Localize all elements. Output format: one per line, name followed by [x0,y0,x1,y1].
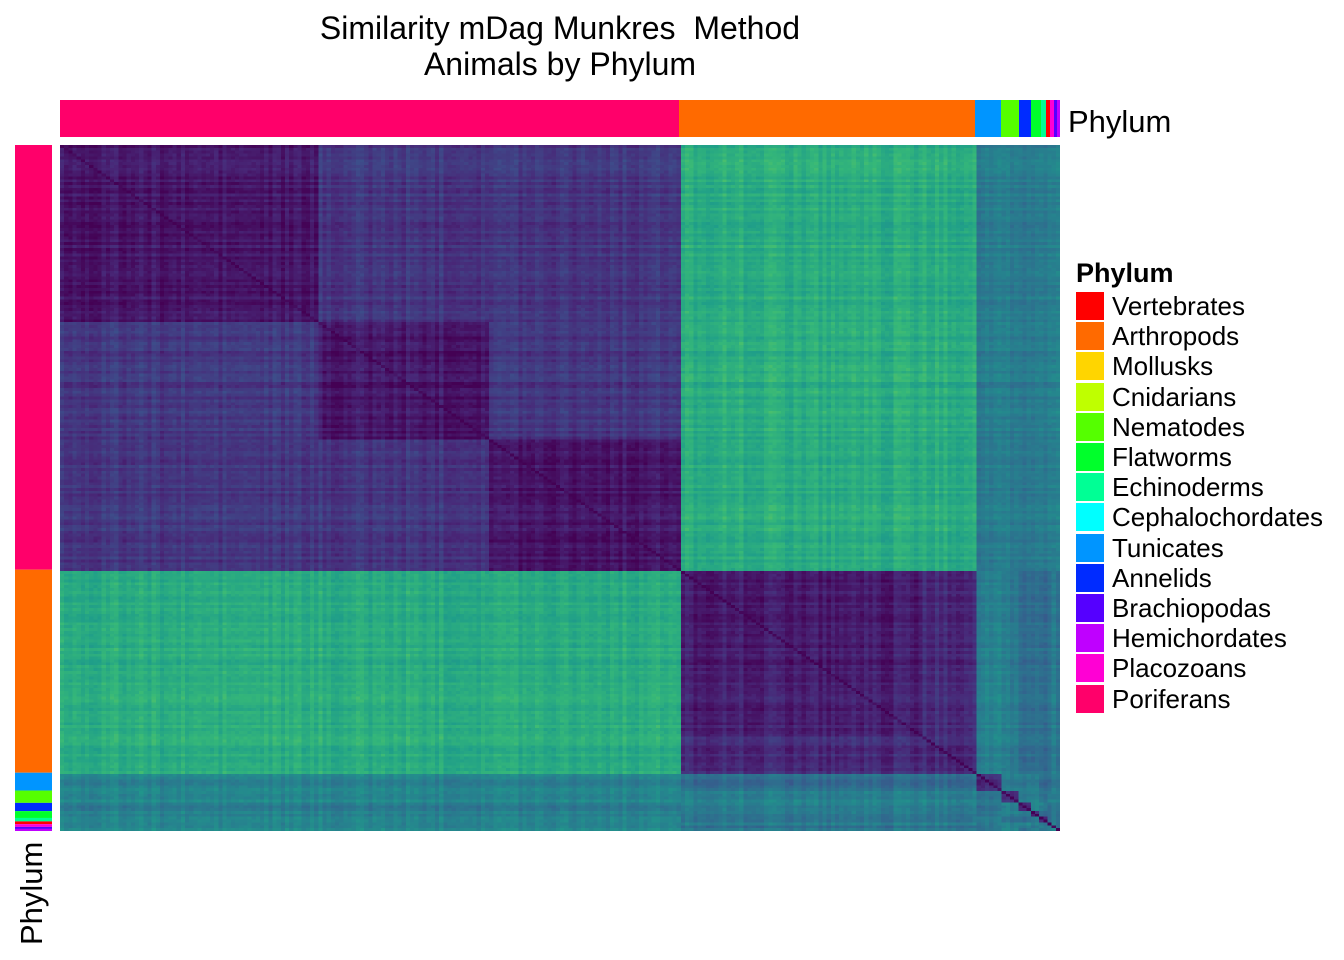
left-annotation-segment-hemichordates [15,828,52,831]
legend-swatch [1076,593,1104,622]
left-annotation-segment-brachiopodas [15,826,52,829]
legend: Phylum Vertebrates Arthropods Mollusks Cnid… [1076,257,1323,714]
top-annotation-segment-hemichordates [1057,100,1060,137]
left-annotation-segment-tunicates [15,772,52,791]
left-annotation-segment-poriferans [15,145,52,570]
top-annotation-segment-nematodes [1001,100,1019,137]
legend-swatch [1076,292,1104,321]
top-annotation-label: Phylum [1068,104,1172,139]
top-annotation-segment-echinoderms [1041,100,1046,137]
legend-swatch [1076,352,1104,381]
legend-label: Annelids [1112,562,1212,593]
legend-swatch [1076,563,1104,592]
top-annotation-segment-arthropods [679,100,975,137]
legend-item: Flatworms [1076,442,1323,472]
left-annotation-segment-vertebrates [15,821,52,825]
top-annotation-segment-poriferans [60,100,679,137]
top-annotation-segment-flatworms [1031,100,1041,137]
legend-label: Mollusks [1112,351,1214,382]
legend-label: Echinoderms [1112,472,1264,503]
legend-swatch [1076,654,1104,683]
legend-item: Poriferans [1076,683,1323,714]
legend-label: Hemichordates [1112,623,1287,654]
legend-label: Vertebrates [1112,291,1245,322]
top-annotation-segment-annelids [1019,100,1031,137]
legend-swatch [1076,503,1104,532]
legend-swatch [1076,322,1104,351]
legend-label: Cnidarians [1112,381,1237,412]
legend-item: Cephalochordates [1076,502,1323,532]
legend-label: Cephalochordates [1112,502,1324,533]
chart-title: Similarity mDag Munkres Method Animals b… [60,10,1060,82]
legend-item: Placozoans [1076,653,1323,683]
left-annotation-segment-nematodes [15,790,52,803]
left-annotation-label: Phylum [14,841,49,945]
legend-swatch [1076,443,1104,472]
top-annotation-segment-brachiopodas [1054,100,1057,137]
legend-item: Echinoderms [1076,472,1323,502]
legend-swatch [1076,684,1104,713]
legend-item: Nematodes [1076,412,1323,442]
top-annotation-bar [60,100,1060,137]
top-annotation-segment-placozoans [1050,100,1054,137]
left-annotation-segment-arthropods [15,569,52,773]
legend-label: Poriferans [1112,683,1231,714]
legend-swatch [1076,382,1104,411]
legend-item: Brachiopodas [1076,593,1323,623]
legend-swatch [1076,624,1104,653]
legend-label: Tunicates [1112,532,1224,563]
legend-item: Vertebrates [1076,291,1323,321]
heatmap-cells [60,145,1060,831]
left-annotation-bar [15,145,52,831]
legend-swatch [1076,473,1104,502]
chart-title-line-2: Animals by Phylum [423,46,697,82]
left-annotation-segment-echinoderms [15,817,52,822]
legend-label: Nematodes [1112,411,1245,442]
legend-item: Cnidarians [1076,382,1323,412]
legend-item: Annelids [1076,563,1323,593]
legend-swatch [1076,412,1104,441]
legend-item: Tunicates [1076,533,1323,563]
legend-item: Hemichordates [1076,623,1323,653]
chart-title-line-1: Similarity mDag Munkres Method [319,10,801,46]
legend-label: Placozoans [1112,653,1247,684]
top-annotation-segment-vertebrates [1046,100,1050,137]
heatmap-body [60,145,1060,831]
legend-item: Arthropods [1076,321,1323,351]
legend-label: Arthropods [1112,321,1240,352]
left-annotation-segment-flatworms [15,811,52,818]
legend-title: Phylum [1076,258,1174,288]
top-annotation-segment-tunicates [975,100,1001,137]
legend-swatch [1076,533,1104,562]
legend-label: Flatworms [1112,442,1232,473]
legend-items: Vertebrates Arthropods Mollusks Cnidarians N… [1076,291,1323,714]
legend-item: Mollusks [1076,351,1323,381]
left-annotation-segment-annelids [15,802,52,812]
legend-label: Brachiopodas [1112,592,1271,623]
left-annotation-segment-placozoans [15,824,52,827]
